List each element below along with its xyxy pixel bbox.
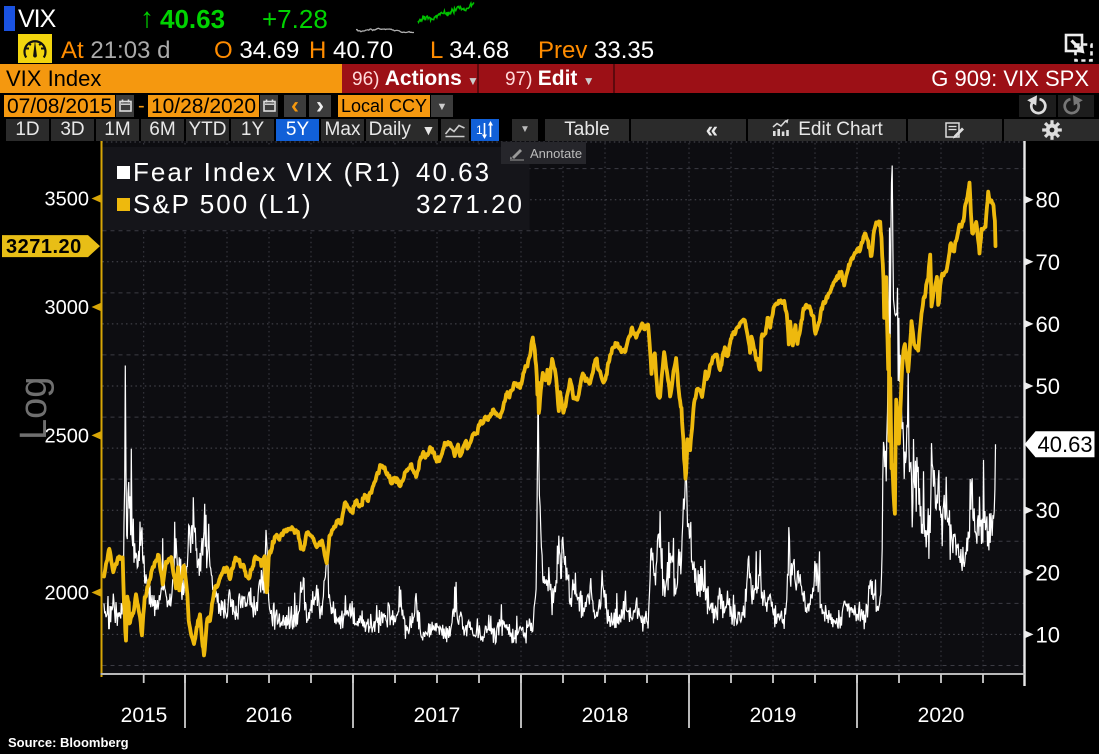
svg-text:Fear Index VIX (R1): Fear Index VIX (R1) bbox=[133, 157, 402, 187]
svg-text:Source: Bloomberg: Source: Bloomberg bbox=[8, 735, 129, 750]
svg-text:50: 50 bbox=[1036, 374, 1060, 399]
svg-text:60: 60 bbox=[1036, 312, 1060, 337]
svg-text:2017: 2017 bbox=[414, 704, 461, 727]
svg-text:30: 30 bbox=[1036, 498, 1060, 523]
svg-text:70: 70 bbox=[1036, 250, 1060, 275]
svg-text:2000: 2000 bbox=[45, 583, 90, 605]
svg-text:2018: 2018 bbox=[582, 704, 629, 727]
svg-text:40.63: 40.63 bbox=[1038, 432, 1093, 457]
svg-text:Annotate: Annotate bbox=[530, 146, 582, 161]
svg-text:3500: 3500 bbox=[45, 189, 90, 211]
svg-text:3271.20: 3271.20 bbox=[6, 236, 82, 258]
svg-text:Log: Log bbox=[13, 377, 55, 440]
svg-text:10: 10 bbox=[1036, 622, 1060, 647]
svg-text:2500: 2500 bbox=[45, 425, 90, 447]
svg-text:80: 80 bbox=[1036, 188, 1060, 213]
svg-text:2020: 2020 bbox=[918, 704, 965, 727]
svg-text:2016: 2016 bbox=[246, 704, 293, 727]
svg-text:3271.20: 3271.20 bbox=[416, 189, 524, 219]
svg-text:40.63: 40.63 bbox=[416, 157, 491, 187]
svg-text:3000: 3000 bbox=[45, 297, 90, 319]
svg-text:2015: 2015 bbox=[121, 704, 168, 727]
svg-text:2019: 2019 bbox=[750, 704, 797, 727]
svg-text:1: 1 bbox=[476, 123, 483, 137]
svg-text:S&P 500 (L1): S&P 500 (L1) bbox=[133, 189, 313, 219]
svg-text:20: 20 bbox=[1036, 560, 1060, 585]
